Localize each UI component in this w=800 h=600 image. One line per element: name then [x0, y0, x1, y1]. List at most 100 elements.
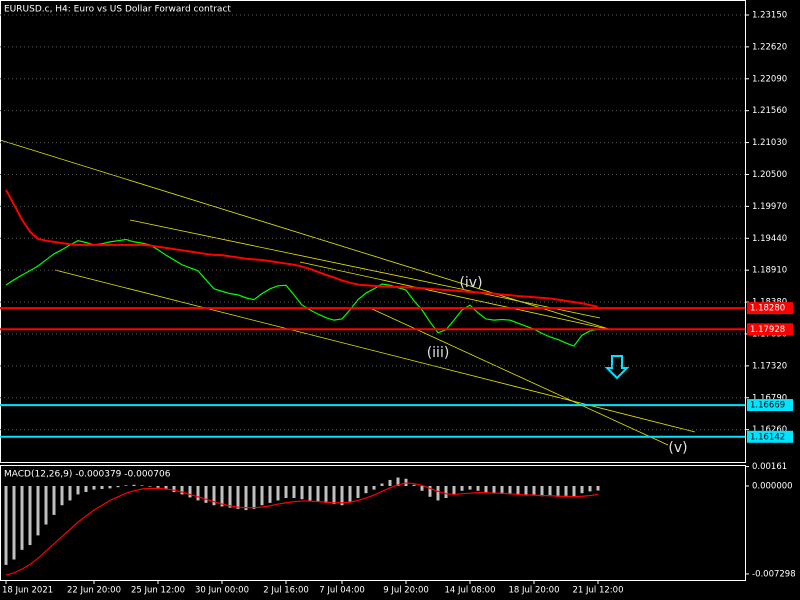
bar	[396, 477, 400, 486]
bar	[548, 485, 552, 497]
y-tick-label: 0.00161	[752, 462, 787, 472]
wave-label: (iii)	[427, 345, 450, 361]
bar	[324, 485, 328, 503]
down-arrow	[604, 355, 630, 380]
bar	[388, 479, 392, 486]
bar	[52, 485, 56, 515]
y-tick-label: 0.000000	[752, 481, 793, 491]
bar	[348, 485, 352, 502]
x-tick-label: 2 Jul 16:00	[263, 586, 309, 596]
y-tick-label: 1.19970	[752, 202, 787, 212]
bar	[476, 485, 480, 491]
bar	[92, 485, 96, 490]
bar	[212, 485, 216, 506]
level-label: 1.18280	[750, 304, 785, 314]
bar	[356, 485, 360, 499]
bar	[100, 485, 104, 489]
x-tick-label: 7 Jul 04:00	[319, 586, 365, 596]
series-line	[5, 482, 599, 576]
bar	[580, 485, 584, 494]
x-tick-label: 25 Jun 12:00	[131, 586, 185, 596]
bar	[140, 485, 144, 486]
bar	[364, 485, 368, 494]
y-tick-label: 1.20500	[752, 170, 787, 180]
bar	[540, 485, 544, 497]
level-label: 1.17928	[750, 325, 785, 335]
bar	[244, 485, 248, 511]
bar	[372, 485, 376, 490]
y-tick-label: 1.18910	[752, 266, 787, 276]
bar	[332, 485, 336, 505]
x-tick-label: 9 Jul 20:00	[383, 586, 429, 596]
bar	[108, 485, 112, 489]
bar	[572, 485, 576, 497]
bar	[508, 485, 512, 495]
bar	[428, 485, 432, 497]
bar	[164, 485, 168, 490]
bar	[132, 484, 136, 486]
macd-title: MACD(12,26,9) -0.000379 -0.000706	[4, 470, 171, 480]
bar	[228, 485, 232, 508]
bar	[28, 485, 32, 546]
x-tick-label: 18 Jun 2021	[2, 586, 53, 596]
y-tick-label: 1.17320	[752, 361, 787, 371]
bar	[188, 485, 192, 498]
y-tick-label: 1.16260	[752, 425, 787, 435]
bar	[284, 485, 288, 499]
level-label: 1.16669	[750, 401, 785, 411]
y-tick-label: 1.21560	[752, 106, 787, 116]
bar	[292, 485, 296, 499]
level-label: 1.16142	[750, 432, 785, 442]
trendlines	[0, 139, 696, 446]
x-tick-label: 14 Jul 08:00	[445, 586, 496, 596]
bar	[252, 485, 256, 509]
bar	[60, 485, 64, 506]
y-tick-label: 1.19440	[752, 234, 787, 244]
trendline	[369, 307, 669, 446]
bar	[276, 485, 280, 501]
bar	[404, 478, 408, 486]
bar	[444, 485, 448, 499]
series-line	[5, 189, 599, 308]
bar	[124, 485, 128, 486]
bar	[300, 485, 304, 500]
y-tick-label: 1.23150	[752, 10, 787, 20]
bar	[156, 485, 160, 488]
wave-label: (iv)	[459, 275, 482, 291]
bar	[172, 485, 176, 493]
y-tick-label: 1.22090	[752, 74, 787, 84]
bar	[196, 485, 200, 501]
trendline	[129, 219, 601, 319]
bar	[516, 485, 520, 496]
bar	[44, 485, 48, 525]
x-tick-label: 21 Jul 12:00	[573, 586, 624, 596]
bar	[12, 485, 16, 560]
series-line	[5, 238, 599, 347]
bar	[236, 485, 240, 509]
bar	[268, 485, 272, 503]
bar	[564, 485, 568, 497]
level-label-box	[747, 399, 793, 412]
bar	[20, 485, 24, 550]
y-tick-label: 1.16790	[752, 393, 787, 403]
level-label-box	[747, 323, 793, 336]
bar	[452, 485, 456, 495]
bar	[492, 485, 496, 494]
bar	[380, 483, 384, 486]
y-tick-label: 1.21030	[752, 138, 787, 148]
bar	[412, 484, 416, 486]
bar	[532, 485, 536, 496]
bar	[500, 485, 504, 494]
bar	[460, 485, 464, 491]
y-tick-label: 1.22620	[752, 42, 787, 52]
bar	[524, 485, 528, 496]
bar	[180, 485, 184, 495]
y-tick-label: -0.007298	[752, 569, 796, 579]
level-label-box	[747, 430, 793, 443]
bar	[308, 485, 312, 501]
bar	[260, 485, 264, 506]
bar	[220, 485, 224, 507]
bar	[556, 485, 560, 497]
bar	[468, 485, 472, 490]
